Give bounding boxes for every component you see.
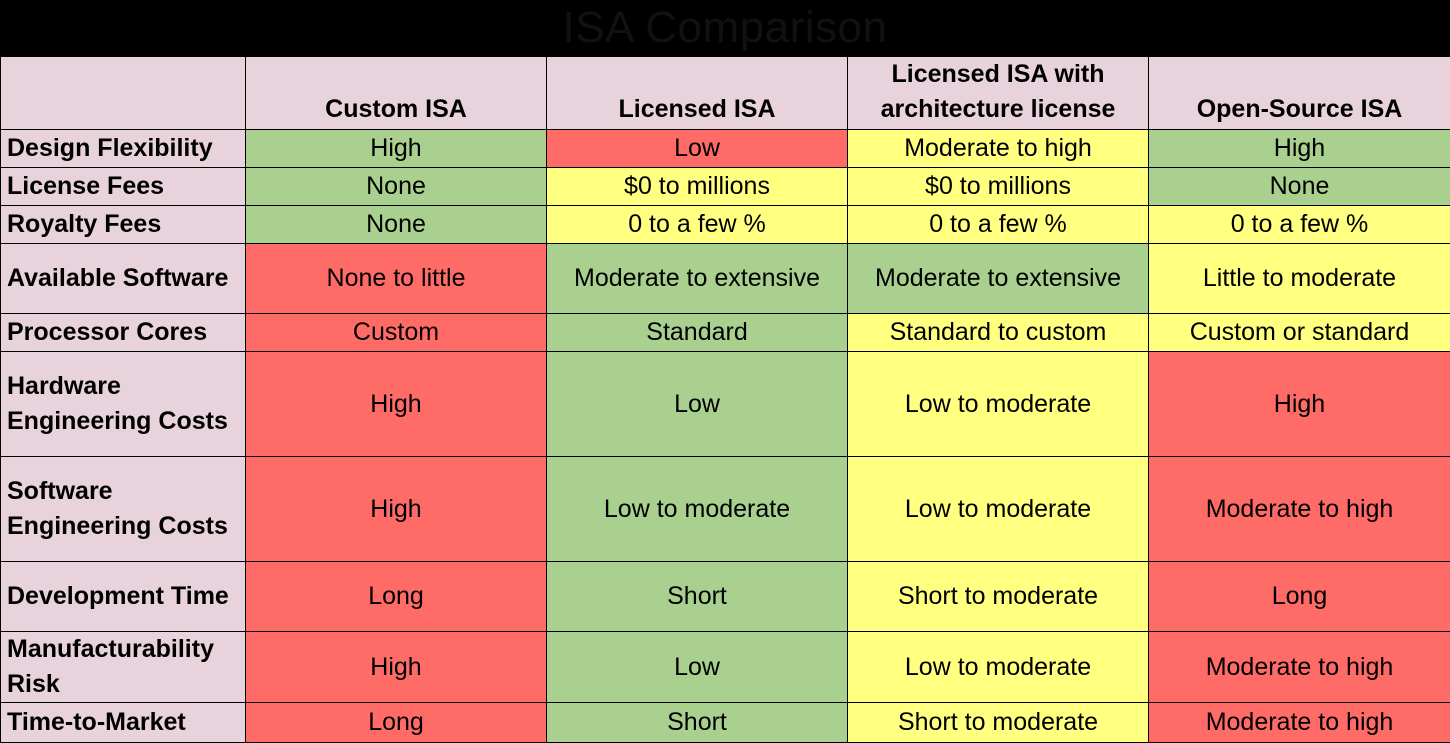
rating-cell: Moderate to high — [1149, 703, 1450, 743]
column-header: Licensed ISA — [547, 57, 848, 130]
rating-cell: $0 to millions — [848, 168, 1149, 206]
rating-cell: Moderate to high — [848, 130, 1149, 168]
rating-cell: Long — [246, 562, 547, 632]
corner-cell — [1, 57, 246, 130]
rating-cell: Low — [547, 352, 848, 457]
row-label: Time-to-Market — [1, 703, 246, 743]
rating-cell: Low to moderate — [848, 457, 1149, 562]
row-label: Development Time — [1, 562, 246, 632]
rating-cell: High — [246, 352, 547, 457]
rating-cell: 0 to a few % — [1149, 206, 1450, 244]
comparison-table: Custom ISA Licensed ISA Licensed ISA wit… — [0, 56, 1450, 743]
rating-cell: Standard to custom — [848, 314, 1149, 352]
rating-cell: 0 to a few % — [547, 206, 848, 244]
header-row: Custom ISA Licensed ISA Licensed ISA wit… — [1, 57, 1450, 130]
rating-cell: Low — [547, 130, 848, 168]
title-bar: ISA Comparison — [0, 0, 1450, 56]
row-label: Royalty Fees — [1, 206, 246, 244]
row-label: Manufacturability Risk — [1, 632, 246, 703]
rating-cell: High — [246, 632, 547, 703]
rating-cell: Low to moderate — [848, 352, 1149, 457]
rating-cell: High — [246, 130, 547, 168]
rating-cell: Short — [547, 703, 848, 743]
rating-cell: High — [1149, 352, 1450, 457]
rating-cell: Moderate to extensive — [848, 244, 1149, 314]
row-label: Design Flexibility — [1, 130, 246, 168]
row-label: Available Software — [1, 244, 246, 314]
rating-cell: None to little — [246, 244, 547, 314]
rating-cell: Short to moderate — [848, 562, 1149, 632]
row-label: Hardware Engineering Costs — [1, 352, 246, 457]
rating-cell: None — [1149, 168, 1450, 206]
rating-cell: Moderate to high — [1149, 457, 1450, 562]
column-header: Open-Source ISA — [1149, 57, 1450, 130]
rating-cell: Low — [547, 632, 848, 703]
rating-cell: Custom or standard — [1149, 314, 1450, 352]
rating-cell: Long — [1149, 562, 1450, 632]
chart-title: ISA Comparison — [563, 0, 888, 56]
rating-cell: Low to moderate — [848, 632, 1149, 703]
rating-cell: Little to moderate — [1149, 244, 1450, 314]
row-label: Software Engineering Costs — [1, 457, 246, 562]
rating-cell: Moderate to high — [1149, 632, 1450, 703]
rating-cell: Short to moderate — [848, 703, 1149, 743]
rating-cell: Moderate to extensive — [547, 244, 848, 314]
rating-cell: Custom — [246, 314, 547, 352]
column-header: Licensed ISA with architecture license — [848, 57, 1149, 130]
table-body: Custom ISA Licensed ISA Licensed ISA wit… — [1, 57, 1450, 743]
row-label: Processor Cores — [1, 314, 246, 352]
rating-cell: Standard — [547, 314, 848, 352]
rating-cell: 0 to a few % — [848, 206, 1149, 244]
rating-cell: $0 to millions — [547, 168, 848, 206]
rating-cell: None — [246, 206, 547, 244]
rating-cell: Long — [246, 703, 547, 743]
rating-cell: High — [246, 457, 547, 562]
rating-cell: None — [246, 168, 547, 206]
rating-cell: Short — [547, 562, 848, 632]
rating-cell: High — [1149, 130, 1450, 168]
column-header: Custom ISA — [246, 57, 547, 130]
rating-cell: Low to moderate — [547, 457, 848, 562]
row-label: License Fees — [1, 168, 246, 206]
